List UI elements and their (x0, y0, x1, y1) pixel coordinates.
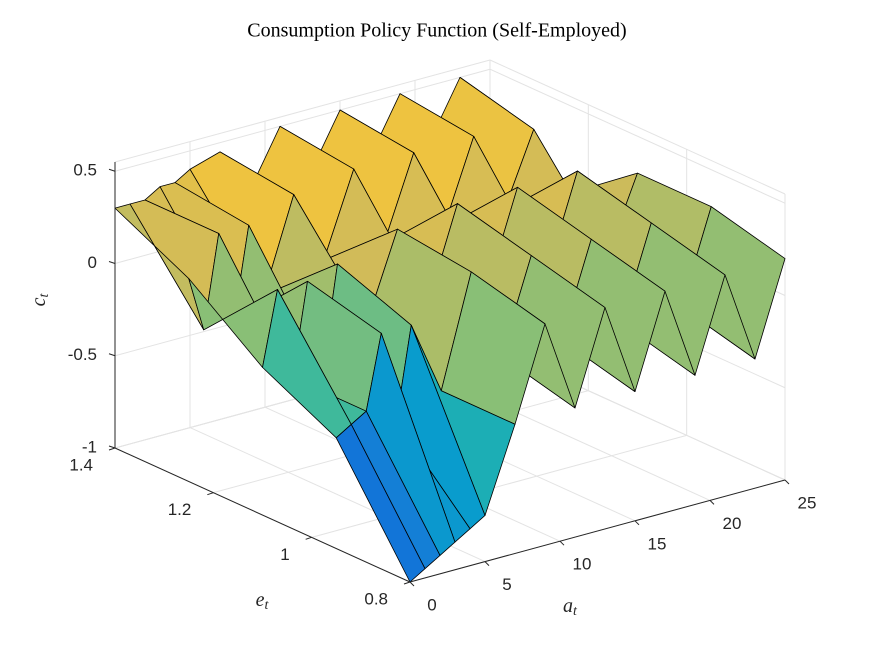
y-tick-label: 0.8 (364, 589, 388, 608)
x-tick-label: 10 (573, 555, 592, 574)
x-tick (559, 540, 565, 546)
box-edge (114, 59, 491, 163)
z-tick-label: -0.5 (68, 345, 97, 364)
y-tick (305, 536, 312, 540)
z-tick-label: 0.5 (73, 161, 97, 180)
x-tick-label: 5 (502, 575, 511, 594)
surface (114, 76, 786, 583)
x-axis (409, 479, 786, 583)
box-edge (489, 59, 786, 195)
x-tick-label: 20 (723, 514, 742, 533)
z-tick (108, 445, 116, 449)
y-tick (403, 581, 411, 585)
z-tick (108, 353, 116, 357)
surface-patch (335, 424, 426, 583)
y-tick-label: 1.2 (168, 500, 192, 519)
label-base: c (28, 297, 50, 306)
x-tick (484, 561, 490, 566)
x-tick-label: 25 (798, 493, 817, 512)
x-axis-label: at (563, 595, 578, 620)
z-tick-label: -1 (82, 437, 97, 456)
z-tick (108, 168, 116, 172)
x-tick (634, 520, 640, 526)
x-tick (784, 479, 790, 485)
y-axis-label: et (256, 589, 270, 614)
y-tick-label: 1.4 (69, 455, 93, 474)
x-tick-label: 15 (648, 534, 667, 553)
label-subscript: t (573, 604, 578, 619)
grid-line (489, 68, 786, 204)
chart-title: Consumption Policy Function (Self-Employ… (247, 20, 626, 42)
y-axis (114, 447, 411, 583)
y-tick (108, 447, 116, 451)
label-subscript: t (37, 293, 52, 298)
y-tick-label: 1 (280, 545, 289, 564)
label-base: e (256, 589, 265, 611)
x-tick (709, 500, 715, 505)
grid-line (114, 68, 491, 172)
x-tick-label: 0 (427, 595, 436, 614)
axes: 0 5 10 15 20 25 0.8 1 1.2 1.4-1 -0.5 0 0.5 (68, 161, 817, 615)
grid-line (311, 434, 687, 538)
label-base: a (563, 595, 573, 617)
z-tick-label: 0 (88, 253, 97, 272)
y-tick (207, 492, 214, 496)
label-subscript: t (265, 598, 270, 613)
x-tick (409, 581, 415, 587)
z-axis-label: ct (28, 293, 53, 307)
z-tick (108, 261, 116, 264)
